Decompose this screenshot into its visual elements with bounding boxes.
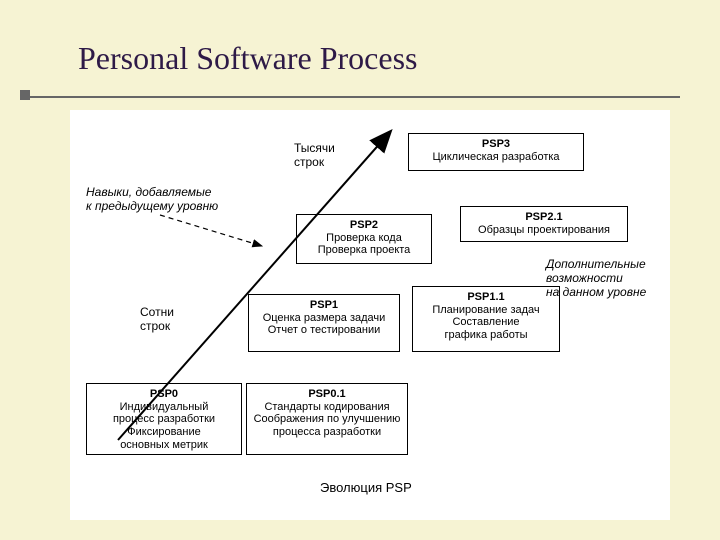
node-body: Циклическая разработка	[432, 151, 559, 163]
node-title: PSP0.1	[253, 388, 401, 401]
node-psp0: PSP0 Индивидуальныйпроцесс разработкиФик…	[86, 383, 242, 455]
node-title: PSP0	[93, 388, 235, 401]
node-psp3: PSP3 Циклическая разработка	[408, 133, 584, 171]
annotation-hundreds-lines: Сотнистрок	[140, 306, 174, 334]
node-body: Проверка кодаПроверка проекта	[318, 232, 411, 257]
node-title: PSP2	[303, 219, 425, 232]
annotation-thousands-lines: Тысячистрок	[294, 142, 335, 170]
node-body: Стандарты кодированияСоображения по улуч…	[254, 401, 401, 438]
node-title: PSP2.1	[467, 211, 621, 224]
node-psp2: PSP2 Проверка кодаПроверка проекта	[296, 214, 432, 264]
diagram-caption: Эволюция PSP	[320, 480, 412, 495]
annotation-extras: Дополнительныевозможностина данном уровн…	[546, 258, 646, 299]
node-title: PSP3	[415, 138, 577, 151]
node-body: Образцы проектирования	[478, 224, 610, 236]
node-psp0-1: PSP0.1 Стандарты кодированияСоображения …	[246, 383, 408, 455]
node-psp1: PSP1 Оценка размера задачиОтчет о тестир…	[248, 294, 400, 352]
node-body: Оценка размера задачиОтчет о тестировани…	[263, 312, 386, 337]
node-body: Планирование задачСоставлениеграфика раб…	[432, 304, 539, 341]
page-title: Personal Software Process	[78, 40, 417, 77]
annotation-skills: Навыки, добавляемыек предыдущему уровню	[86, 186, 218, 214]
title-underline	[20, 96, 680, 98]
node-psp1-1: PSP1.1 Планирование задачСоставлениеграф…	[412, 286, 560, 352]
node-psp2-1: PSP2.1 Образцы проектирования	[460, 206, 628, 242]
node-title: PSP1	[255, 299, 393, 312]
node-title: PSP1.1	[419, 291, 553, 304]
node-body: Индивидуальныйпроцесс разработкиФиксиров…	[113, 401, 215, 451]
